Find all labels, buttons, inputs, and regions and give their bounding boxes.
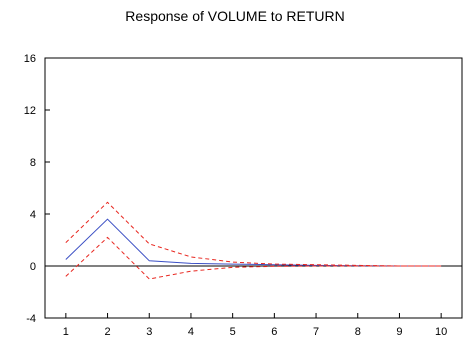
y-tick-label: 0 xyxy=(30,261,36,273)
y-tick-label: -4 xyxy=(26,313,36,325)
lower-band-line xyxy=(65,236,442,280)
y-tick-label: 4 xyxy=(30,209,36,221)
upper-band-line xyxy=(65,201,442,267)
x-tick-label: 9 xyxy=(396,326,402,338)
x-tick-label: 5 xyxy=(230,326,236,338)
x-tick-label: 7 xyxy=(313,326,319,338)
x-tick-label: 6 xyxy=(271,326,277,338)
x-tick-label: 4 xyxy=(188,326,194,338)
plot-border xyxy=(44,57,463,319)
chart-title: Response of VOLUME to RETURN xyxy=(125,8,345,24)
x-tick-label: 8 xyxy=(355,326,361,338)
x-tick-label: 3 xyxy=(146,326,152,338)
y-tick-label: 12 xyxy=(24,105,36,117)
x-tick-label: 1 xyxy=(63,326,69,338)
series-group xyxy=(65,201,442,280)
x-axis: 1 2 3 4 5 6 7 8 9 10 xyxy=(63,313,447,338)
x-tick-label: 2 xyxy=(104,326,110,338)
y-tick-label: 16 xyxy=(24,53,36,65)
y-axis: -4 0 4 8 12 16 xyxy=(24,53,50,325)
y-tick-label: 8 xyxy=(30,157,36,169)
plot-frame xyxy=(44,57,463,319)
response-line xyxy=(65,218,442,267)
x-tick-label: 10 xyxy=(435,326,447,338)
